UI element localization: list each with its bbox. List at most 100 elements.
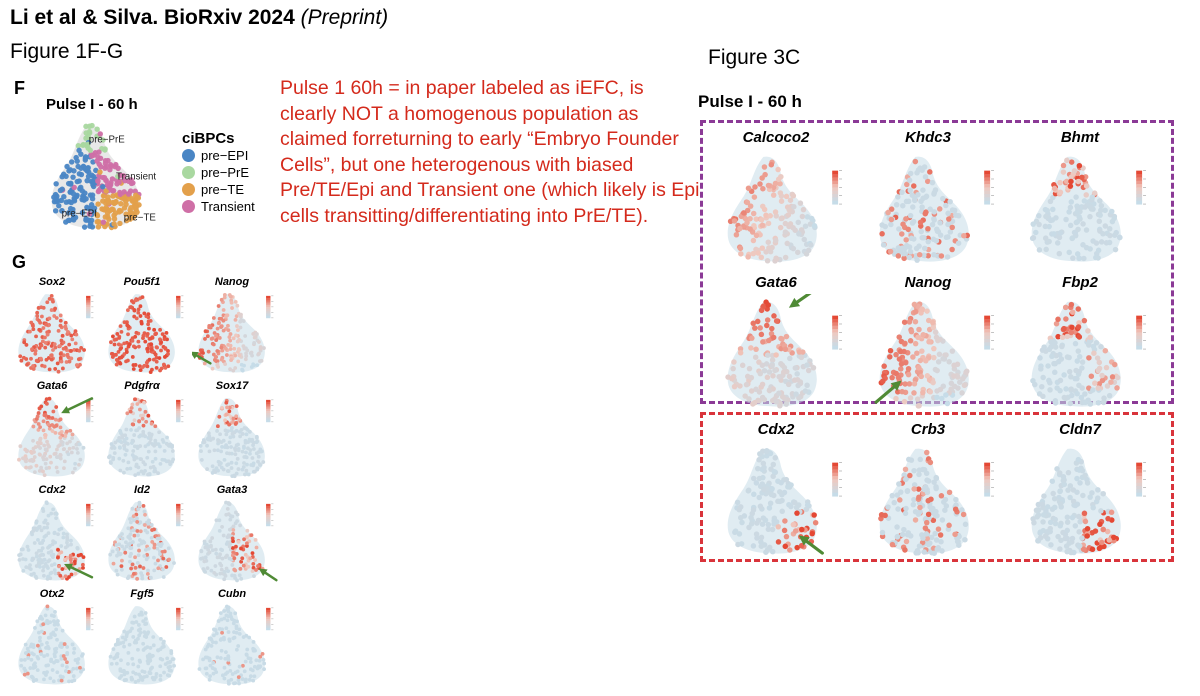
cell-point bbox=[796, 349, 803, 355]
cell-point bbox=[158, 677, 163, 682]
cell-point bbox=[87, 147, 93, 153]
cell-point bbox=[255, 363, 260, 368]
cell-point bbox=[938, 493, 945, 499]
gene-plot: Pdgfrα bbox=[102, 380, 192, 484]
cell-point bbox=[803, 506, 810, 513]
cell-point bbox=[141, 336, 145, 341]
cell-point bbox=[127, 574, 131, 579]
cell-point bbox=[237, 631, 242, 636]
cell-point bbox=[203, 329, 208, 334]
cell-point bbox=[172, 561, 176, 565]
cell-point bbox=[31, 438, 35, 443]
cell-point bbox=[924, 178, 931, 185]
cell-point bbox=[197, 667, 202, 671]
cell-point bbox=[32, 571, 36, 576]
cell-point bbox=[896, 226, 902, 232]
colorbar bbox=[832, 462, 843, 497]
cell-point bbox=[896, 334, 902, 340]
cell-point bbox=[1051, 495, 1058, 502]
cell-point bbox=[946, 358, 952, 365]
cell-point bbox=[159, 366, 164, 371]
cell-point bbox=[792, 528, 799, 534]
cell-point bbox=[747, 215, 753, 222]
cell-point bbox=[126, 191, 132, 197]
cell-point bbox=[58, 425, 63, 430]
cell-point bbox=[229, 466, 234, 470]
cell-point bbox=[112, 342, 117, 347]
cell-point bbox=[59, 186, 65, 192]
cell-point bbox=[949, 348, 956, 354]
cell-point bbox=[1043, 246, 1049, 253]
cell-point bbox=[70, 337, 75, 342]
cell-point bbox=[1066, 368, 1073, 375]
cell-point bbox=[72, 214, 79, 221]
cell-point bbox=[887, 347, 894, 354]
cell-point bbox=[51, 507, 56, 512]
cell-point bbox=[42, 364, 47, 369]
cell-point bbox=[126, 661, 130, 666]
cell-point bbox=[142, 554, 147, 558]
cell-point bbox=[765, 239, 772, 245]
cell-point bbox=[118, 667, 123, 672]
cell-point bbox=[33, 348, 38, 353]
cell-point bbox=[921, 549, 927, 555]
cell-point bbox=[227, 502, 232, 506]
cell-point bbox=[220, 673, 225, 678]
cell-point bbox=[766, 387, 773, 394]
cell-point bbox=[135, 402, 140, 406]
cell-point bbox=[748, 514, 754, 521]
cell-point bbox=[1083, 227, 1090, 233]
cell-point bbox=[1098, 343, 1104, 350]
cell-point bbox=[136, 465, 141, 470]
cell-point bbox=[219, 440, 224, 445]
cell-point bbox=[116, 349, 121, 354]
cell-point bbox=[239, 576, 244, 581]
cell-point bbox=[134, 316, 139, 321]
cell-point bbox=[228, 514, 233, 518]
cell-point bbox=[223, 418, 227, 423]
cell-point bbox=[73, 341, 78, 346]
cell-point bbox=[907, 212, 914, 219]
cell-point bbox=[62, 642, 67, 646]
cell-point bbox=[1098, 544, 1105, 550]
cell-point bbox=[793, 504, 800, 511]
cell-point bbox=[114, 653, 119, 657]
cell-point bbox=[927, 169, 933, 175]
cell-point bbox=[225, 608, 230, 613]
cell-point bbox=[1087, 213, 1093, 220]
cell-point bbox=[39, 465, 44, 470]
cell-point bbox=[100, 183, 106, 190]
cell-point bbox=[138, 368, 143, 372]
cell-point bbox=[120, 544, 124, 549]
cell-point bbox=[141, 641, 146, 646]
cell-point bbox=[233, 366, 238, 370]
cell-point bbox=[241, 563, 246, 568]
cell-point bbox=[239, 559, 244, 564]
cell-point bbox=[882, 223, 889, 230]
cell-point bbox=[251, 447, 256, 451]
legend-item: pre−PrE bbox=[182, 164, 255, 181]
gene-plot: Fbp2 bbox=[1015, 274, 1167, 414]
cell-point bbox=[141, 566, 146, 570]
cell-point bbox=[1096, 359, 1103, 366]
cell-point bbox=[36, 411, 41, 415]
green-arrow bbox=[64, 563, 94, 579]
cell-point bbox=[120, 635, 125, 640]
cell-point bbox=[160, 457, 165, 462]
cell-point bbox=[960, 511, 967, 518]
cell-point bbox=[917, 456, 924, 463]
cell-point bbox=[95, 154, 101, 160]
cell-point bbox=[891, 499, 897, 506]
cell-point bbox=[759, 222, 766, 229]
cell-point bbox=[52, 614, 56, 618]
cell-point bbox=[769, 363, 775, 369]
cell-point bbox=[124, 540, 128, 545]
gene-label: Sox2 bbox=[38, 276, 66, 288]
cell-point bbox=[764, 352, 771, 358]
cell-point bbox=[811, 512, 817, 518]
cell-point bbox=[780, 369, 787, 375]
cell-point bbox=[70, 436, 75, 441]
cell-point bbox=[893, 370, 900, 377]
cell-point bbox=[1040, 512, 1047, 518]
cell-point bbox=[933, 537, 940, 543]
